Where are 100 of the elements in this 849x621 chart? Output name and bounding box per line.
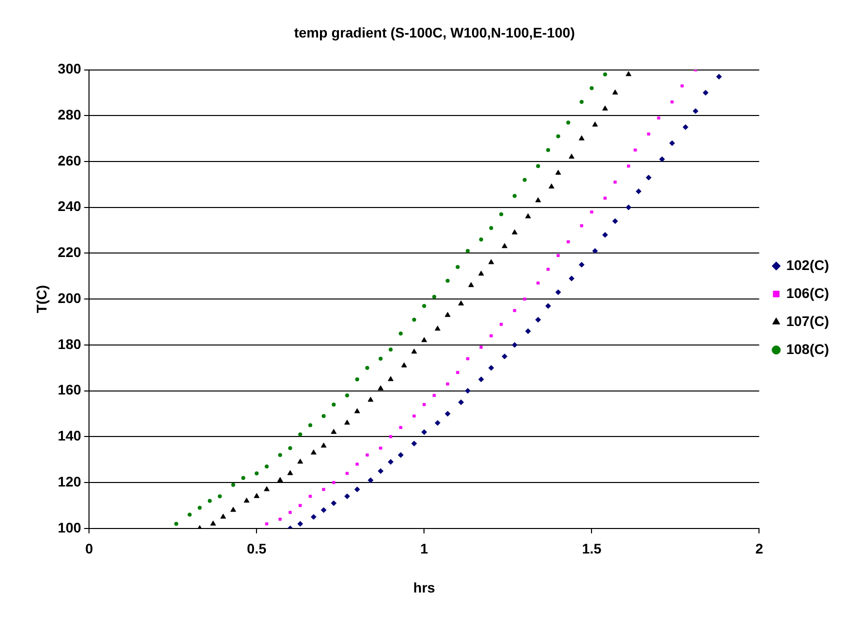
point	[332, 402, 336, 407]
point	[556, 254, 560, 258]
y-tick-label: 140	[58, 428, 82, 444]
point	[378, 356, 383, 361]
point	[555, 170, 562, 175]
point	[345, 393, 350, 398]
point	[590, 86, 594, 90]
point	[378, 385, 384, 390]
y-tick-label: 200	[58, 290, 82, 306]
point	[208, 498, 212, 503]
chart-title: temp gradient (S-100C, W100,N-100,E-100)	[294, 24, 575, 40]
point	[356, 462, 359, 466]
y-tick-label: 180	[58, 336, 82, 352]
point	[288, 446, 292, 450]
point	[522, 178, 527, 182]
point	[568, 276, 574, 282]
point	[210, 520, 216, 526]
point	[355, 377, 360, 382]
point	[525, 213, 531, 218]
point	[412, 318, 416, 322]
point	[614, 180, 617, 184]
point	[244, 498, 250, 503]
point	[288, 510, 292, 514]
point	[432, 394, 436, 397]
point	[670, 100, 674, 104]
point	[657, 116, 660, 120]
point	[604, 196, 607, 200]
point	[446, 382, 450, 386]
point	[546, 148, 550, 152]
point	[264, 464, 269, 469]
x-tick-label: 0	[85, 540, 94, 557]
x-tick-label: 1.5	[582, 540, 602, 557]
point	[602, 232, 608, 238]
point	[320, 507, 327, 513]
point	[548, 183, 554, 188]
point	[488, 259, 494, 264]
point	[590, 210, 594, 214]
point	[535, 197, 541, 202]
point	[446, 278, 450, 283]
point	[602, 106, 608, 111]
point	[466, 248, 470, 253]
point	[525, 328, 531, 334]
y-axis-title: T(C)	[33, 285, 50, 314]
point	[512, 229, 518, 234]
point	[368, 477, 374, 484]
point	[322, 488, 326, 491]
legend-label: 102(C)	[786, 256, 830, 273]
point	[379, 446, 382, 450]
point	[580, 100, 584, 104]
point	[479, 237, 484, 242]
point	[546, 268, 550, 271]
point	[478, 270, 484, 276]
point	[218, 494, 222, 498]
x-tick-label: 2	[755, 540, 764, 557]
point	[692, 108, 698, 114]
point	[716, 74, 722, 80]
point	[422, 403, 426, 406]
point	[502, 354, 508, 360]
point	[466, 357, 470, 360]
point	[411, 348, 417, 354]
point	[388, 376, 394, 382]
point	[434, 420, 440, 426]
point	[634, 148, 637, 152]
y-tick-label: 280	[58, 106, 82, 123]
point	[346, 472, 349, 475]
point	[626, 204, 632, 210]
point	[502, 243, 508, 248]
y-tick-label: 120	[58, 473, 82, 490]
point	[398, 331, 403, 336]
point	[366, 454, 369, 457]
point	[646, 174, 652, 180]
point	[536, 282, 540, 285]
point	[388, 347, 393, 352]
point	[344, 493, 350, 500]
y-tick-label: 300	[58, 60, 82, 77]
point	[478, 376, 484, 382]
point	[489, 226, 494, 230]
legend-label: 106(C)	[786, 284, 830, 301]
point	[512, 342, 518, 348]
point	[330, 428, 337, 434]
point	[490, 334, 493, 338]
point	[702, 90, 708, 96]
point	[254, 471, 259, 476]
point	[536, 164, 540, 168]
point	[310, 449, 316, 454]
point	[512, 194, 517, 198]
point	[399, 426, 402, 430]
point	[330, 500, 337, 506]
point	[499, 212, 504, 216]
point	[401, 362, 407, 368]
point	[198, 506, 202, 510]
point	[332, 481, 336, 484]
point	[680, 84, 684, 88]
point	[388, 459, 394, 465]
legend-label: 108(C)	[786, 340, 830, 357]
point	[592, 122, 598, 127]
point	[578, 262, 584, 268]
point	[265, 522, 268, 526]
point	[556, 134, 560, 138]
point	[412, 414, 416, 418]
